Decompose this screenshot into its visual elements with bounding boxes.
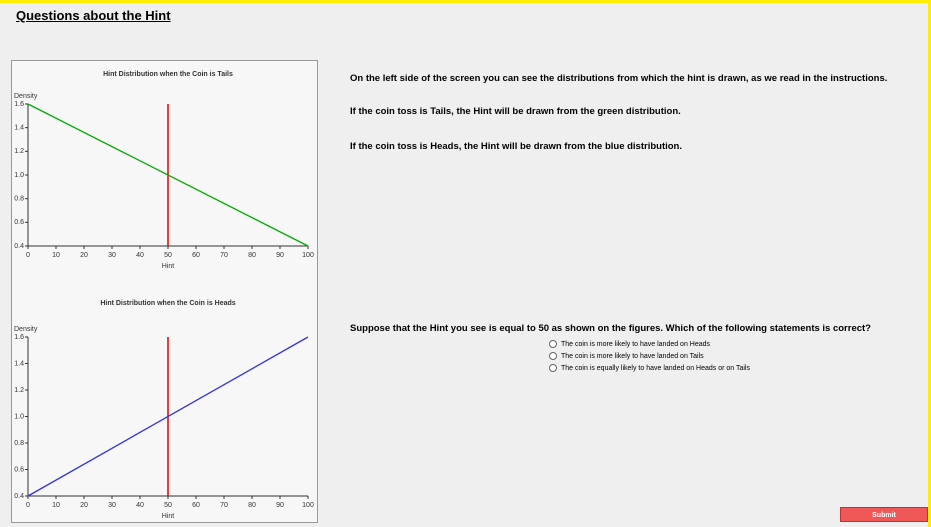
y-tick-label: 0.4 xyxy=(14,493,24,500)
instruction: If the coin toss is Heads, the Hint will… xyxy=(350,141,682,152)
y-tick-label: 0.8 xyxy=(14,196,24,203)
y-tick-label: 0.8 xyxy=(14,440,24,447)
submit-button[interactable]: Submit xyxy=(840,507,928,522)
x-tick-label: 70 xyxy=(220,252,228,259)
instruction: On the left side of the screen you can s… xyxy=(350,73,888,84)
density-line xyxy=(27,336,309,497)
option[interactable]: The coin is more likely to have landed o… xyxy=(549,352,704,360)
option-label: The coin is more likely to have landed o… xyxy=(561,340,711,348)
x-tick-label: 30 xyxy=(108,252,116,259)
x-tick-label: 100 xyxy=(302,502,314,509)
option[interactable]: The coin is equally likely to have lande… xyxy=(549,364,750,372)
page-title: Questions about the Hint xyxy=(16,8,171,23)
option-label: The coin is equally likely to have lande… xyxy=(561,364,750,372)
x-tick-label: 50 xyxy=(164,502,172,509)
panel-frame xyxy=(11,60,318,523)
x-tick-label: 40 xyxy=(136,502,144,509)
x-tick-label: 10 xyxy=(52,252,60,259)
y-tick-label: 0.6 xyxy=(14,466,24,473)
x-tick-label: 40 xyxy=(136,252,144,259)
x-tick-label: 90 xyxy=(276,502,284,509)
y-tick-label: 1.0 xyxy=(14,172,24,179)
x-tick-label: 60 xyxy=(192,502,200,509)
x-tick-label: 70 xyxy=(220,502,228,509)
x-tick-label: 30 xyxy=(108,502,116,509)
chart-panel: Hint Distribution when the Coin is Tails… xyxy=(11,60,318,523)
y-tick-label: 1.2 xyxy=(14,387,24,394)
x-tick-label: 80 xyxy=(248,502,256,509)
option[interactable]: The coin is more likely to have landed o… xyxy=(549,340,710,348)
x-axis-label: Hint xyxy=(162,263,175,270)
y-axis-label: Density xyxy=(14,93,38,100)
y-tick-label: 1.4 xyxy=(14,125,24,132)
x-tick-label: 20 xyxy=(80,252,88,259)
y-tick-label: 1.4 xyxy=(14,360,24,367)
y-axis-label: Density xyxy=(14,326,38,333)
x-axis-label: Hint xyxy=(162,513,175,520)
y-tick-label: 1.2 xyxy=(14,148,24,155)
y-tick-label: 1.0 xyxy=(14,413,24,420)
instruction: If the coin toss is Tails, the Hint will… xyxy=(350,106,681,117)
density-line xyxy=(27,103,309,247)
question: Suppose that the Hint you see is equal t… xyxy=(350,323,871,334)
x-tick-label: 100 xyxy=(302,252,314,259)
x-tick-label: 0 xyxy=(26,252,30,259)
y-tick-label: 1.6 xyxy=(14,101,24,108)
x-tick-label: 80 xyxy=(248,252,256,259)
y-tick-label: 0.4 xyxy=(14,243,24,250)
x-tick-label: 0 xyxy=(26,502,30,509)
y-tick-label: 1.6 xyxy=(14,334,24,341)
x-tick-label: 50 xyxy=(164,252,172,259)
x-tick-label: 20 xyxy=(80,502,88,509)
x-tick-label: 60 xyxy=(192,252,200,259)
option-label: The coin is more likely to have landed o… xyxy=(561,352,704,360)
chart-title: Hint Distribution when the Coin is Heads xyxy=(100,300,235,307)
y-tick-label: 0.6 xyxy=(14,219,24,226)
x-tick-label: 10 xyxy=(52,502,60,509)
chart-title: Hint Distribution when the Coin is Tails xyxy=(103,71,233,78)
x-tick-label: 90 xyxy=(276,252,284,259)
